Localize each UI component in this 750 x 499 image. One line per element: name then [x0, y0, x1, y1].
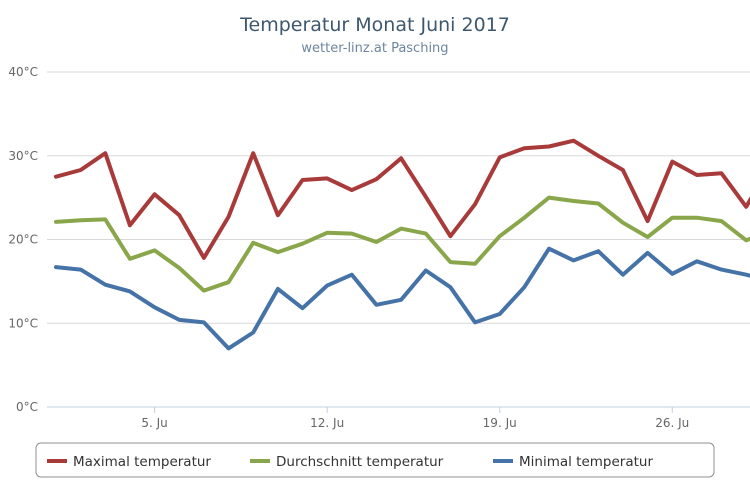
legend-label[interactable]: Durchschnitt temperatur: [276, 454, 444, 470]
chart-subtitle: wetter-linz.at Pasching: [301, 41, 448, 56]
series-lines: [54, 138, 750, 351]
y-tick-label: 0°C: [16, 400, 38, 414]
x-tick-label: 12. Ju: [310, 416, 344, 430]
x-axis-ticks: 5. Ju 12. Ju 19. Ju 26. Ju: [141, 407, 689, 430]
series-line-3: [54, 246, 750, 351]
legend: Maximal temperatur Durchschnitt temperatu…: [35, 442, 715, 478]
x-tick-label: 5. Ju: [141, 416, 167, 430]
grid-lines: [47, 71, 750, 324]
x-tick-label: 19. Ju: [483, 416, 517, 430]
legend-box: [35, 442, 715, 478]
y-axis-ticks: 0°C 10°C 20°C 30°C 40°C: [8, 65, 38, 414]
legend-label[interactable]: Minimal temperatur: [519, 454, 653, 470]
series-line-2: [54, 195, 750, 293]
y-tick-label: 10°C: [8, 316, 38, 330]
chart-title: Temperatur Monat Juni 2017: [239, 14, 510, 36]
y-tick-label: 20°C: [8, 233, 38, 247]
y-tick-label: 40°C: [8, 65, 38, 79]
legend-label[interactable]: Maximal temperatur: [73, 454, 211, 470]
series-line-1: [54, 138, 750, 260]
x-tick-label: 26. Ju: [655, 416, 689, 430]
y-tick-label: 30°C: [8, 149, 38, 163]
